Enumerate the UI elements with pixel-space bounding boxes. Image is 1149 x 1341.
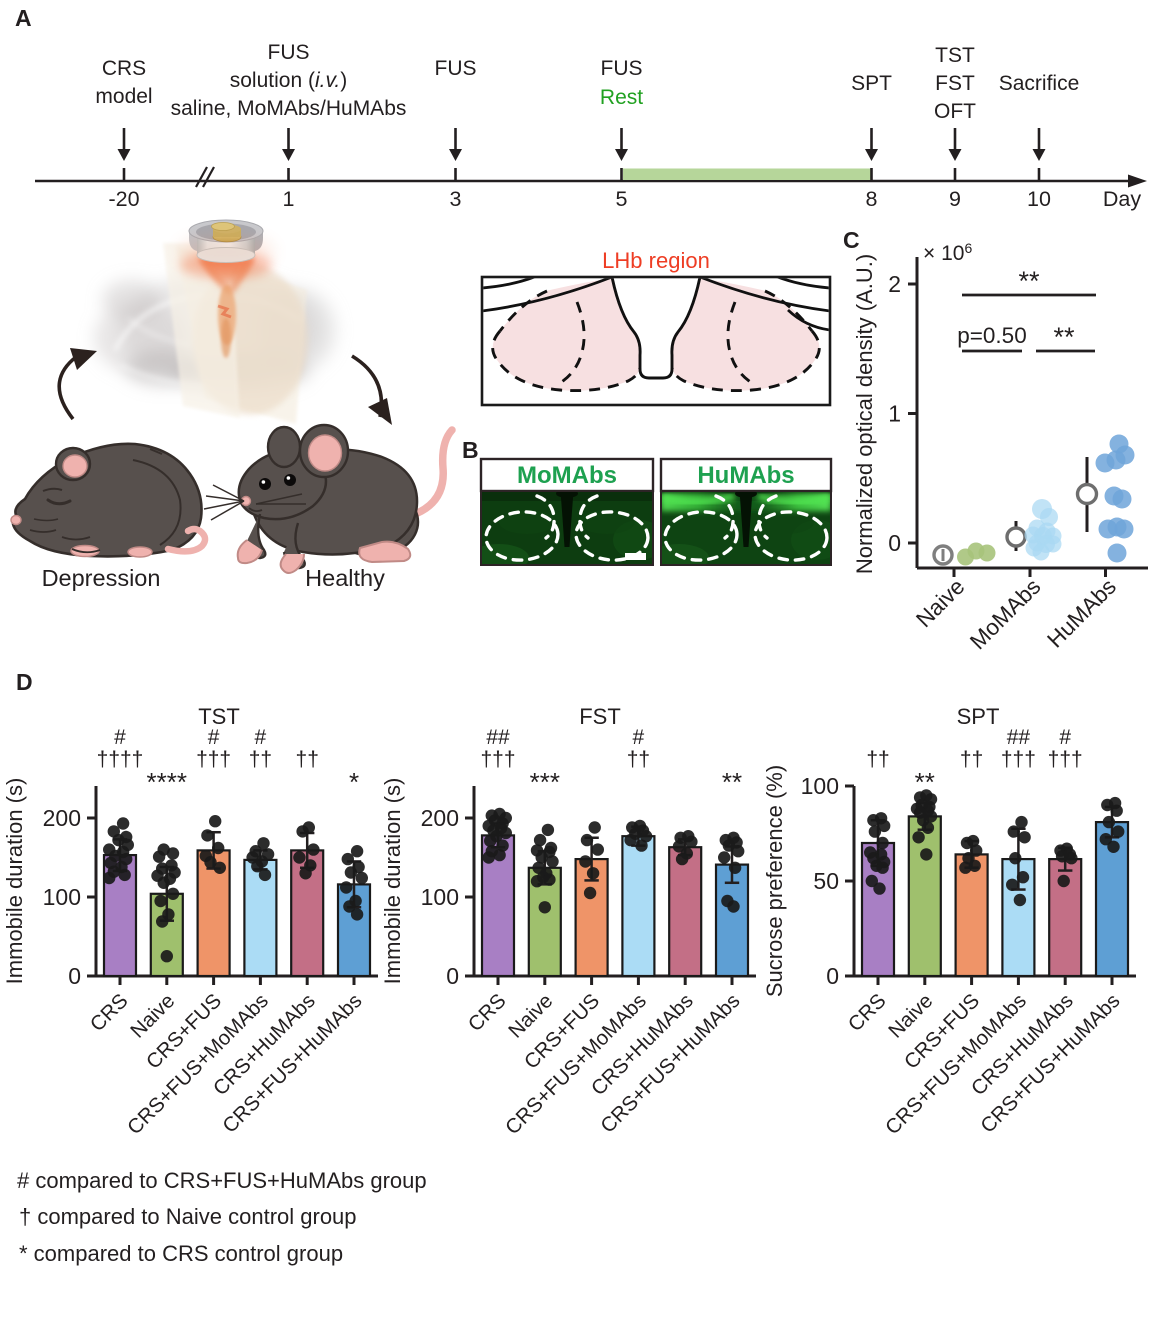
svg-text:CRS: CRS	[102, 57, 146, 80]
svg-text:††††: ††††	[97, 748, 144, 771]
svg-text:HuMAbs: HuMAbs	[697, 462, 794, 489]
svg-text:1: 1	[888, 401, 901, 427]
svg-text:Sacrifice: Sacrifice	[999, 72, 1080, 95]
svg-text:0: 0	[68, 963, 81, 989]
svg-text:FUS: FUS	[435, 57, 477, 80]
svg-text:#: #	[114, 726, 126, 749]
svg-text:10: 10	[1027, 187, 1051, 211]
svg-text:#: #	[208, 726, 220, 749]
svg-text:SPT: SPT	[851, 72, 892, 95]
svg-text:MoMAbs: MoMAbs	[517, 462, 617, 489]
svg-text:1: 1	[283, 187, 295, 211]
svg-text:#: #	[633, 726, 645, 749]
svg-text:††: ††	[960, 748, 983, 771]
svg-text:##: ##	[486, 726, 510, 749]
svg-text:FST: FST	[579, 704, 621, 729]
svg-text:**: **	[915, 767, 935, 797]
svg-text:2: 2	[888, 271, 901, 297]
svg-text:9: 9	[949, 187, 961, 211]
svg-text:HuMAbs: HuMAbs	[1042, 574, 1121, 653]
svg-text:#: #	[1059, 726, 1071, 749]
svg-text:0: 0	[446, 963, 459, 989]
svg-text:Naive: Naive	[911, 574, 969, 632]
svg-text:Day: Day	[1103, 187, 1141, 211]
svg-text:D: D	[16, 669, 33, 695]
svg-text:† compared to Naive control gr: † compared to Naive control group	[19, 1204, 357, 1229]
svg-text:Immobile duration (s): Immobile duration (s)	[380, 778, 405, 985]
svg-text:****: ****	[147, 767, 187, 797]
svg-text:†††: †††	[480, 748, 515, 771]
svg-text:50: 50	[813, 868, 839, 894]
svg-text:3: 3	[450, 187, 462, 211]
svg-text:# compared to CRS+FUS+HuMAbs g: # compared to CRS+FUS+HuMAbs group	[17, 1168, 427, 1193]
svg-text:-20: -20	[108, 187, 139, 211]
svg-text:200: 200	[43, 805, 81, 831]
svg-text:solution (i.v.): solution (i.v.)	[230, 69, 348, 92]
svg-text:#: #	[255, 726, 267, 749]
svg-text:TST: TST	[935, 44, 975, 67]
svg-text:100: 100	[421, 884, 459, 910]
svg-text:Normalized optical density (A.: Normalized optical density (A.U.)	[852, 254, 877, 574]
svg-text:††: ††	[296, 748, 319, 771]
svg-text:††: ††	[866, 748, 889, 771]
svg-text:**: **	[1018, 266, 1040, 296]
svg-text:* compared to CRS control grou: * compared to CRS control group	[19, 1241, 343, 1266]
svg-text:OFT: OFT	[934, 100, 976, 123]
svg-text:× 106: × 106	[923, 240, 972, 265]
svg-text:Depression: Depression	[42, 565, 161, 591]
svg-text:CRS: CRS	[464, 989, 511, 1036]
svg-text:5: 5	[616, 187, 628, 211]
svg-text:*: *	[349, 767, 359, 797]
svg-text:Rest: Rest	[600, 86, 643, 109]
svg-text:p=0.50: p=0.50	[957, 323, 1026, 348]
svg-text:FUS: FUS	[268, 41, 310, 64]
svg-text:***: ***	[530, 767, 560, 797]
svg-text:FUS: FUS	[601, 57, 643, 80]
svg-text:Immobile duration (s): Immobile duration (s)	[2, 778, 27, 985]
svg-text:100: 100	[801, 773, 839, 799]
svg-text:†††: †††	[196, 748, 231, 771]
svg-text:100: 100	[43, 884, 81, 910]
svg-text:model: model	[95, 85, 152, 108]
svg-text:TST: TST	[198, 704, 240, 729]
svg-text:††: ††	[627, 748, 650, 771]
svg-text:A: A	[15, 5, 32, 31]
svg-text:†††: †††	[1001, 748, 1036, 771]
svg-text:Sucrose preference (%): Sucrose preference (%)	[762, 765, 787, 997]
svg-text:##: ##	[1007, 726, 1031, 749]
svg-text:200: 200	[421, 805, 459, 831]
svg-text:0: 0	[888, 530, 901, 556]
svg-text:CRS: CRS	[844, 989, 891, 1036]
svg-text:LHb region: LHb region	[602, 248, 710, 273]
svg-text:Healthy: Healthy	[305, 565, 385, 591]
svg-text:CRS: CRS	[86, 989, 133, 1036]
svg-text:†††: †††	[1048, 748, 1083, 771]
svg-text:**: **	[1053, 322, 1075, 352]
svg-text:B: B	[462, 437, 479, 463]
svg-text:MoMAbs: MoMAbs	[965, 574, 1045, 654]
svg-text:FST: FST	[935, 72, 975, 95]
svg-text:saline, MoMAbs/HuMAbs: saline, MoMAbs/HuMAbs	[171, 97, 407, 120]
svg-text:C: C	[843, 227, 860, 253]
svg-text:SPT: SPT	[957, 704, 1000, 729]
svg-text:0: 0	[826, 963, 839, 989]
svg-text:8: 8	[866, 187, 878, 211]
svg-text:**: **	[722, 767, 742, 797]
svg-text:††: ††	[249, 748, 272, 771]
